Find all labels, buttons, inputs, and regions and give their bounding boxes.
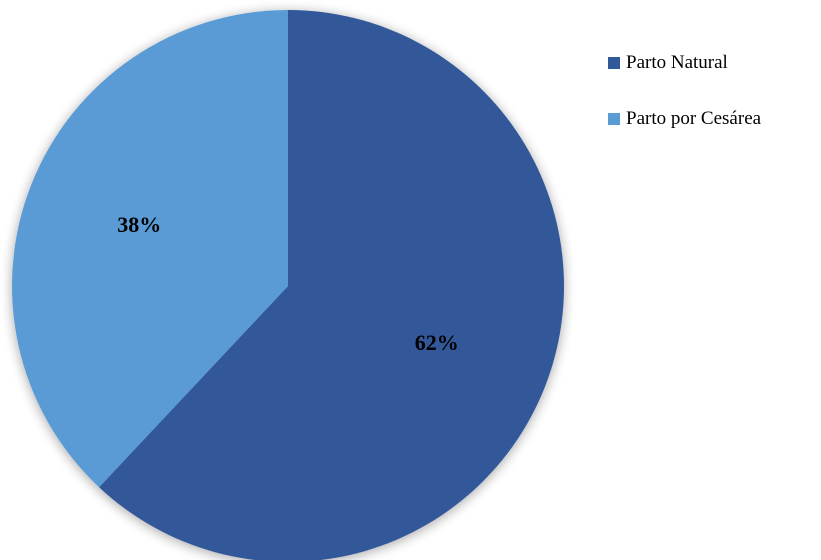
chart-legend: Parto Natural Parto por Cesárea <box>608 52 761 164</box>
pie-slices <box>11 10 564 560</box>
legend-label: Parto Natural <box>626 52 728 73</box>
pie-slice-parto-por-ces-rea <box>11 10 288 488</box>
legend-label: Parto por Cesárea <box>626 108 762 129</box>
pie-data-labels: 62% 38% <box>117 212 459 355</box>
legend-item: Parto por Cesárea <box>608 108 761 130</box>
legend-item: Parto Natural <box>608 52 761 74</box>
legend-swatch <box>608 113 620 125</box>
legend-swatch <box>608 57 620 69</box>
data-label-parto-por-ces-rea: 38% <box>117 212 161 237</box>
data-label-parto-natural: 62% <box>415 330 459 355</box>
pie-slice-parto-natural <box>99 10 564 560</box>
